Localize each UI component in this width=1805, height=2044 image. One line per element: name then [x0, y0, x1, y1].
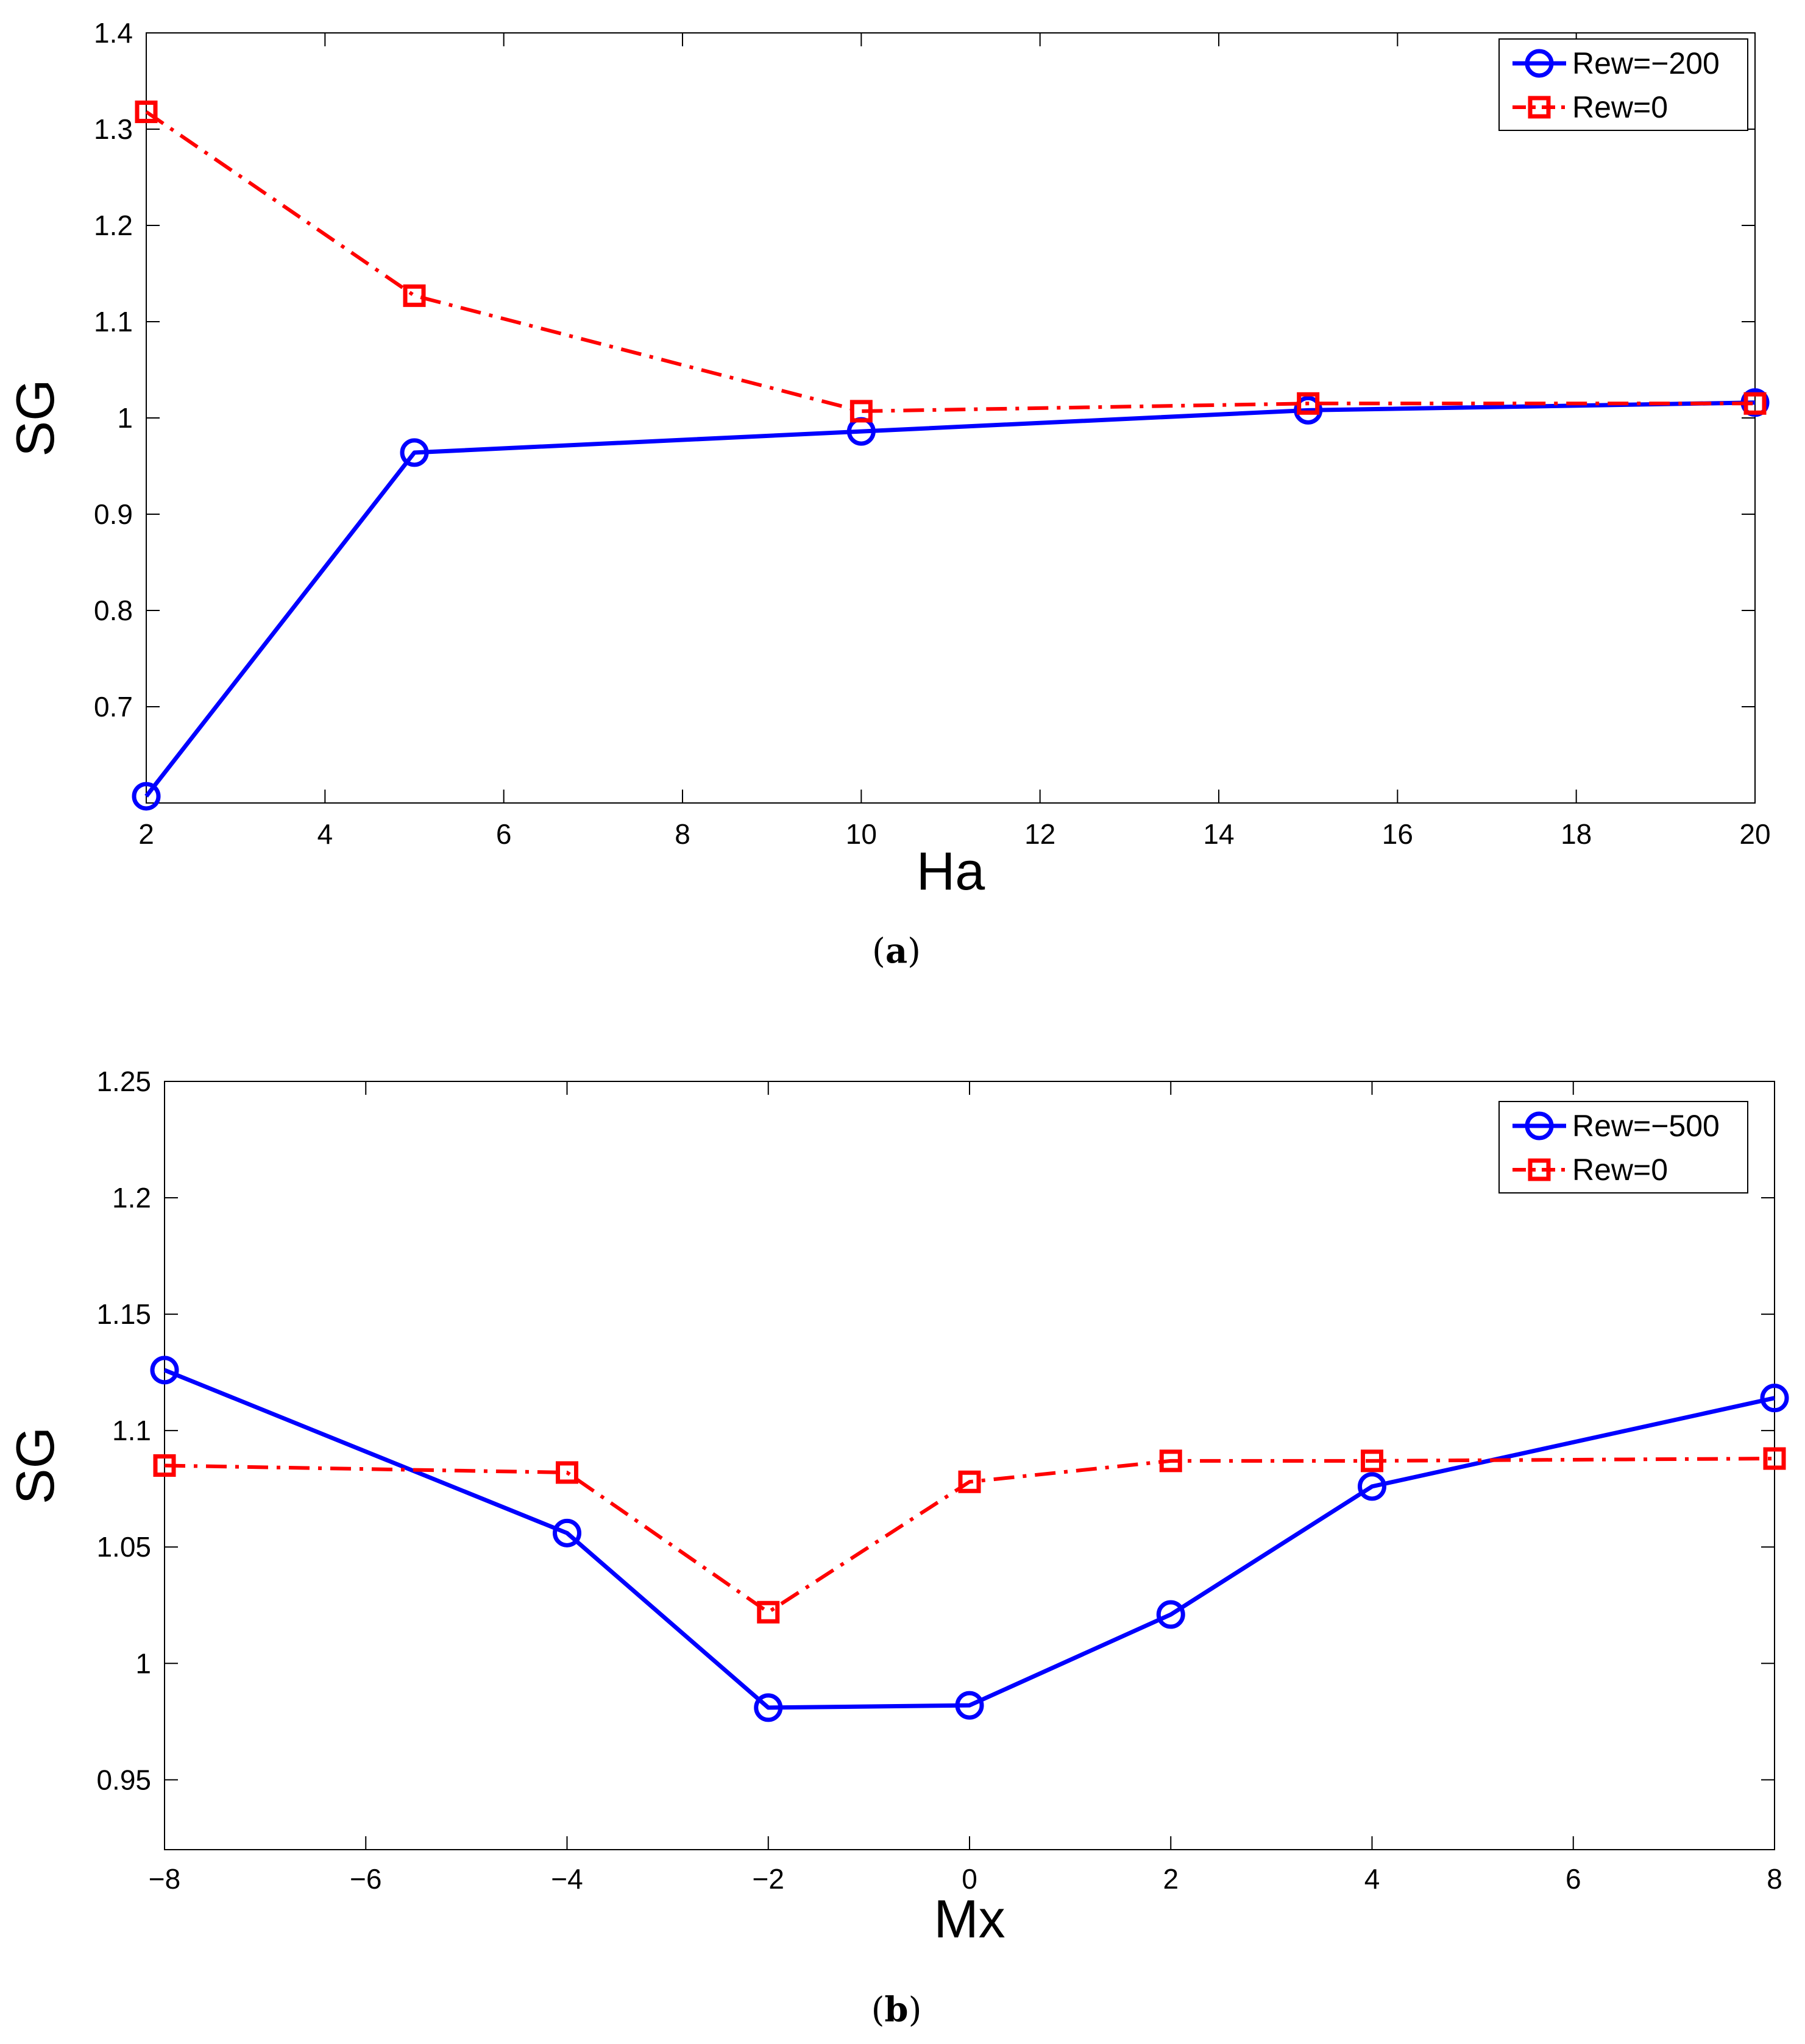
data-point-square	[1743, 392, 1767, 415]
series-line	[144, 400, 1756, 798]
series-solid	[150, 1356, 1789, 1722]
y-tick-label: 1	[117, 402, 133, 434]
data-point-square	[1361, 1449, 1383, 1473]
x-tick-label: 4	[317, 818, 333, 850]
data-point-circle	[150, 1356, 179, 1385]
x-tick-label: −2	[753, 1863, 784, 1895]
data-point-square	[135, 101, 158, 124]
x-tick-label: 20	[1739, 818, 1770, 850]
data-point-square	[1528, 96, 1551, 119]
data-point-circle	[400, 438, 429, 467]
data-point-circle	[132, 782, 161, 811]
data-point-square	[958, 1470, 981, 1493]
x-tick-label: 4	[1364, 1863, 1380, 1895]
data-point-square	[403, 284, 426, 307]
x-tick-label: 2	[138, 818, 154, 850]
data-point-square	[153, 1454, 176, 1477]
legend: Rew=−500 Rew=0	[1498, 1101, 1748, 1194]
y-tick-label: 1.25	[96, 1066, 151, 1097]
data-point-circle	[1760, 1384, 1789, 1413]
data-point-circle	[1156, 1600, 1185, 1629]
y-tick-label: 1.1	[94, 306, 133, 338]
data-point-square	[1297, 392, 1320, 415]
y-tick-label: 1.4	[94, 17, 133, 49]
legend-label: Rew=−200	[1572, 46, 1720, 80]
y-tick-label: 1.2	[112, 1182, 151, 1214]
chart-b: −8 −6 −4 −2 0 2 4 6 8 0.95 1 1.05 1.1 1.15 1.2 1.25 Mx SG…	[5, 1066, 1789, 2030]
x-tick-label: 6	[496, 818, 512, 850]
figure-caption: (a)	[872, 931, 921, 971]
figure-caption: (b)	[871, 1990, 922, 2030]
x-tick-label: 8	[675, 818, 690, 850]
y-tick-label: 0.9	[94, 498, 133, 530]
x-tick-label: 2	[1163, 1863, 1179, 1895]
x-axis-title: Mx	[934, 1889, 1005, 1949]
data-point-circle	[1525, 1111, 1554, 1140]
y-tick-label: 1.15	[96, 1298, 151, 1330]
y-tick-label: 0.8	[94, 595, 133, 626]
x-tick-label: 0	[962, 1863, 977, 1895]
plot-frame	[164, 1081, 1775, 1850]
x-tick-label: 12	[1024, 818, 1055, 850]
legend-label: Rew=−500	[1572, 1109, 1720, 1143]
y-tick-label: 0.95	[96, 1764, 151, 1795]
data-point-square	[757, 1600, 780, 1624]
y-tick-label: 1.2	[94, 210, 133, 241]
y-tick-label: 1.1	[112, 1415, 151, 1446]
legend-label: Rew=0	[1572, 90, 1668, 124]
data-point-circle	[955, 1691, 984, 1720]
data-point-circle	[1525, 49, 1554, 78]
series-line	[163, 1368, 1775, 1710]
data-point-square	[556, 1461, 578, 1484]
x-tick-label: 6	[1566, 1863, 1581, 1895]
y-axis-title: SG	[5, 1427, 65, 1504]
y-tick-label: 1.05	[96, 1531, 151, 1563]
legend-label: Rew=0	[1572, 1153, 1668, 1187]
plot-frame	[146, 32, 1756, 804]
x-tick-label: 10	[846, 818, 877, 850]
y-tick-label: 0.7	[94, 691, 133, 723]
x-tick-label: 14	[1203, 818, 1234, 850]
data-point-circle	[1294, 395, 1323, 425]
series-solid	[132, 388, 1770, 811]
data-point-circle	[553, 1518, 581, 1547]
y-tick-label: 1.3	[94, 113, 133, 145]
series-line	[145, 110, 1755, 413]
series-dashdot	[135, 101, 1767, 423]
x-tick-label: 8	[1767, 1863, 1782, 1895]
chart-a: 2 4 6 8 10 12 14 16 18 20 0.7 0.8 0.9 1 1.1 1.2 1.3 1.4 Ha…	[5, 17, 1771, 971]
data-point-square	[849, 400, 873, 423]
x-tick-label: −6	[350, 1863, 381, 1895]
x-axis-title: Ha	[917, 841, 985, 901]
x-tick-label: −8	[149, 1863, 180, 1895]
legend: Rew=−200 Rew=0	[1498, 38, 1748, 131]
y-axis-title: SG	[5, 379, 65, 456]
x-tick-label: −4	[551, 1863, 583, 1895]
data-point-square	[1159, 1449, 1182, 1473]
y-tick-label: 1	[135, 1647, 151, 1679]
series-dashdot	[153, 1447, 1786, 1624]
data-point-square	[1528, 1158, 1551, 1181]
data-point-circle	[754, 1693, 783, 1722]
data-point-circle	[1358, 1472, 1386, 1501]
x-tick-label: 16	[1382, 818, 1413, 850]
data-point-square	[1763, 1447, 1786, 1470]
x-tick-label: 18	[1561, 818, 1592, 850]
series-line	[164, 1457, 1775, 1614]
